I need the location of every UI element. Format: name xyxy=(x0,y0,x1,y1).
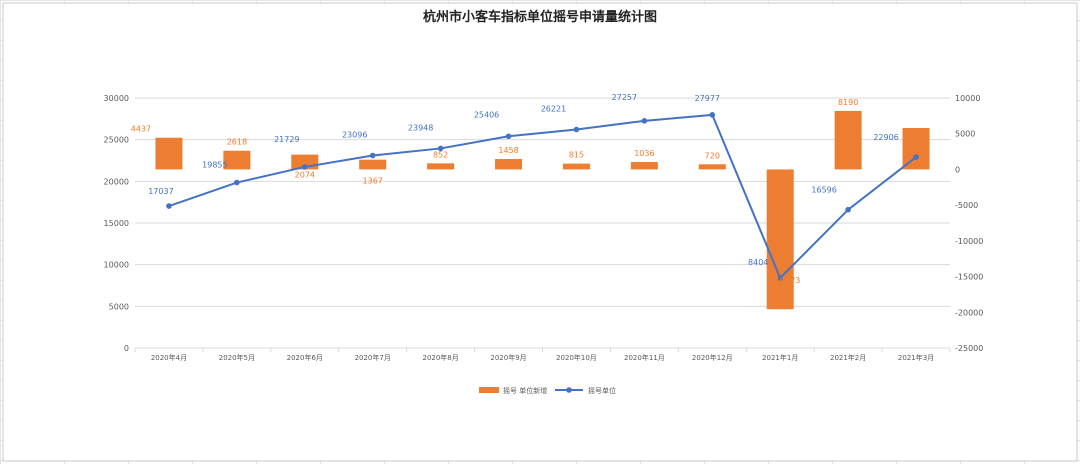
line-point xyxy=(505,133,512,140)
line-point xyxy=(573,126,580,133)
x-tick-label: 2020年5月 xyxy=(219,353,255,362)
x-tick-label: 2020年7月 xyxy=(355,353,391,362)
bar-data-label: 1367 xyxy=(363,176,383,185)
bar-data-label: 2074 xyxy=(295,170,315,179)
line-data-label: 17037 xyxy=(148,187,173,196)
line-point xyxy=(234,179,240,186)
line-data-label: 23096 xyxy=(342,131,367,140)
bar-series xyxy=(155,110,930,310)
x-tick-label: 2020年8月 xyxy=(422,353,458,362)
chart-title: 杭州市小客车指标单位摇号申请量统计图 xyxy=(423,9,657,25)
x-tick-label: 2020年9月 xyxy=(490,353,526,362)
bar xyxy=(223,150,251,170)
x-tick-label: 2021年3月 xyxy=(898,353,934,362)
bar xyxy=(495,159,523,170)
x-tick-label: 2020年12月 xyxy=(692,353,733,362)
bar-data-label: 815 xyxy=(569,151,584,160)
line-data-label: 27977 xyxy=(695,94,720,103)
left-y-axis: 0 5000 10000 15000 20000 25000 30000 xyxy=(104,94,129,353)
line-data-label: 8404 xyxy=(748,258,768,267)
x-tick-label: 2020年11月 xyxy=(624,353,665,362)
bar xyxy=(562,163,590,170)
line-point xyxy=(437,145,444,152)
x-axis: 2020年4月 2020年5月 2020年6月 2020年7月 2020年8月 2020年… xyxy=(134,347,951,362)
bar xyxy=(427,163,455,170)
bar-data-label: 852 xyxy=(433,150,448,159)
left-tick-label: 5000 xyxy=(109,302,129,311)
line-data-label: 21729 xyxy=(274,135,299,144)
bar-data-label: -19573 xyxy=(772,276,800,285)
right-tick-label: -15000 xyxy=(955,273,983,282)
series-line xyxy=(168,113,917,279)
bar-data-label: 8190 xyxy=(838,98,858,107)
line-point xyxy=(913,154,919,160)
left-tick-label: 25000 xyxy=(104,136,129,145)
line-point xyxy=(641,118,648,124)
left-tick-label: 0 xyxy=(124,344,129,353)
line-data-label: 23948 xyxy=(408,123,433,132)
x-tick-label: 2020年10月 xyxy=(556,353,597,362)
bar xyxy=(630,162,658,170)
line-data-label: 22906 xyxy=(873,133,898,142)
line-point xyxy=(709,112,716,118)
line-series xyxy=(166,112,919,281)
left-tick-label: 10000 xyxy=(104,261,129,270)
legend-line-label: 摇号单位 xyxy=(588,386,616,395)
line-point xyxy=(777,275,784,281)
left-tick-label: 20000 xyxy=(104,177,129,186)
bar xyxy=(155,137,183,170)
bar xyxy=(698,164,726,170)
bar-data-label: 720 xyxy=(705,151,720,160)
right-tick-label: 0 xyxy=(955,165,960,174)
right-tick-label: -5000 xyxy=(955,201,978,210)
bar xyxy=(766,169,794,310)
x-tick-label: 2021年2月 xyxy=(830,353,866,362)
line-data-label: 26221 xyxy=(541,104,566,113)
right-tick-label: 5000 xyxy=(955,130,975,139)
right-tick-label: -20000 xyxy=(955,308,983,317)
line-data-label: 25406 xyxy=(474,110,499,119)
left-tick-label: 15000 xyxy=(104,219,129,228)
line-point xyxy=(845,206,851,213)
line-data-label: 16596 xyxy=(811,186,836,195)
right-tick-label: 10000 xyxy=(955,94,980,103)
gridlines xyxy=(135,97,950,349)
x-tick-label: 2020年6月 xyxy=(287,353,323,362)
line-data-label: 19855 xyxy=(202,161,227,170)
bar xyxy=(359,159,387,170)
legend-bar-swatch xyxy=(479,387,499,393)
right-tick-label: -10000 xyxy=(955,237,983,246)
x-tick-label: 2021年1月 xyxy=(762,353,798,362)
line-data-label: 27257 xyxy=(612,93,637,102)
bar-data-label: 1036 xyxy=(634,149,654,158)
bar xyxy=(902,128,930,170)
bar-data-label: 1458 xyxy=(498,146,518,155)
x-tick-label: 2020年4月 xyxy=(151,353,187,362)
right-tick-label: -25000 xyxy=(955,344,983,353)
left-tick-label: 30000 xyxy=(104,94,129,103)
line-point xyxy=(166,203,172,209)
bar-data-label: 2618 xyxy=(227,138,247,147)
right-y-axis: -25000 -20000 -15000 -10000 -5000 0 5000 10000 xyxy=(955,94,983,353)
line-point xyxy=(369,152,376,159)
bar-data-label: 4437 xyxy=(131,125,151,134)
bar xyxy=(834,110,862,170)
legend-bar-label: 摇号 单位新增 xyxy=(503,386,547,395)
line-point xyxy=(301,164,308,170)
legend-line-marker xyxy=(566,387,572,393)
legend: 摇号 单位新增 摇号单位 xyxy=(479,386,616,395)
data-labels: 4437 2618 2074 1367 852 1458 815 1036 720 -19573 8… xyxy=(131,93,899,285)
